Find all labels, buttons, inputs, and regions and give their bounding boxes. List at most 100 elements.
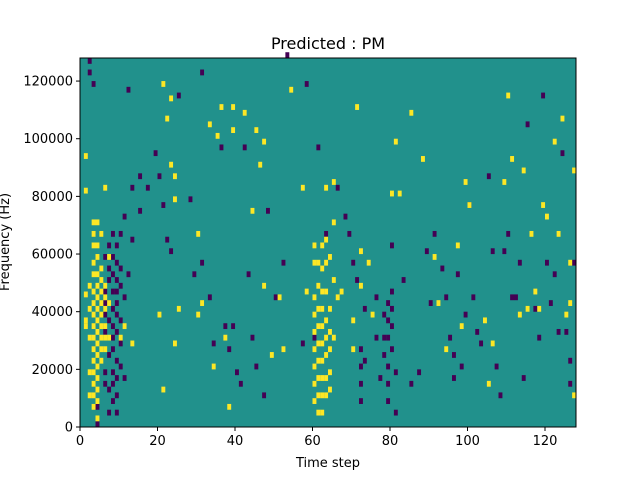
heatmap-cell-high (91, 334, 96, 341)
heatmap-cell-high (83, 317, 88, 324)
heatmap-cell-low (316, 144, 321, 151)
heatmap-cell-high (95, 242, 100, 249)
heatmap-cell-high (331, 219, 336, 226)
heatmap-cell-low (219, 144, 224, 151)
heatmap-cell-high (320, 242, 325, 249)
heatmap-cell-high (289, 86, 294, 93)
heatmap-cell-high (320, 357, 325, 364)
heatmap-cell-high (320, 392, 325, 399)
heatmap-cell-low (157, 173, 162, 180)
heatmap-cell-high (320, 375, 325, 381)
heatmap-cell-high (533, 288, 538, 295)
heatmap-cell-high (320, 340, 325, 347)
heatmap-cell-high (312, 398, 317, 404)
heatmap-cell-high (95, 305, 100, 312)
heatmap-cell-high (366, 259, 371, 266)
heatmap-cell-low (223, 323, 228, 330)
heatmap-cell-high (312, 242, 317, 249)
heatmap-cell-high (324, 184, 329, 191)
heatmap-cell-high (568, 259, 573, 266)
heatmap-cell-low (537, 334, 542, 341)
heatmap-cell-low (192, 271, 197, 278)
heatmap-cell-high (99, 346, 104, 353)
heatmap-cell-low (448, 334, 453, 341)
heatmap-cell-low (510, 294, 515, 301)
heatmap-cell-high (91, 357, 96, 364)
heatmap-cell-high (165, 115, 170, 122)
heatmap-cell-high (300, 184, 305, 191)
heatmap-cell-low (374, 334, 379, 341)
heatmap-cell-low (111, 380, 115, 387)
heatmap-cell-high (483, 317, 487, 324)
heatmap-cell-high (331, 334, 336, 341)
heatmap-cell-low (521, 375, 526, 381)
heatmap-cell-low (459, 363, 464, 370)
heatmap-cell-high (95, 363, 100, 370)
heatmap-cell-low (103, 380, 108, 387)
y-tick-label: 120000 (23, 75, 73, 90)
heatmap-cell-low (165, 236, 170, 243)
heatmap-cell-high (486, 380, 491, 387)
heatmap-cell-low (374, 294, 379, 301)
heatmap-cell-high (328, 254, 332, 260)
heatmap-cell-low (111, 305, 115, 312)
heatmap-cell-low (572, 259, 577, 266)
heatmap-cell-low (359, 398, 363, 404)
heatmap-cell-low (475, 328, 480, 335)
heatmap-cell-high (541, 202, 546, 208)
heatmap-cell-low (506, 230, 511, 237)
heatmap-cell-high (91, 369, 96, 376)
heatmap-cell-low (409, 380, 414, 387)
heatmap-cell-low (486, 173, 491, 180)
heatmap-cell-high (459, 323, 464, 330)
heatmap-cell-low (114, 409, 119, 416)
heatmap-cell-high (312, 294, 317, 301)
heatmap-cell-high (331, 179, 336, 185)
heatmap-cell-high (324, 288, 329, 295)
heatmap-cell-low (126, 86, 131, 93)
heatmap-cell-high (91, 380, 96, 387)
heatmap-cell-low (324, 230, 329, 237)
heatmap-cell-high (99, 230, 104, 237)
heatmap-cell-high (103, 305, 108, 312)
heatmap-cell-high (552, 138, 557, 145)
heatmap-cell-high (223, 334, 228, 341)
heatmap-cell-low (114, 242, 119, 249)
heatmap-cell-high (169, 161, 174, 168)
x-tick-label: 40 (227, 434, 244, 449)
heatmap-cell-low (533, 305, 538, 312)
heatmap-cell-high (99, 323, 104, 330)
heatmap-cell-high (95, 328, 100, 335)
y-tick-label: 60000 (32, 248, 73, 263)
heatmap-cell-high (118, 334, 123, 341)
heatmap-cell-low (432, 230, 437, 237)
heatmap-cell-low (560, 150, 565, 157)
x-tick-label: 80 (382, 434, 399, 449)
heatmap-cell-low (355, 277, 360, 283)
heatmap-cell-low (556, 328, 561, 335)
heatmap-cell-low (107, 265, 112, 272)
heatmap-cell-high (455, 242, 460, 249)
heatmap-cell-low (242, 144, 247, 151)
heatmap-cell-high (316, 409, 321, 416)
x-tick-label: 100 (455, 434, 480, 449)
heatmap-cell-high (421, 156, 425, 162)
heatmap-cell-low (359, 363, 363, 370)
heatmap-cell-high (324, 259, 329, 266)
heatmap-cell-low (300, 340, 305, 347)
heatmap-cell-high (99, 300, 104, 306)
x-tick-label: 0 (76, 434, 84, 449)
heatmap-cell-low (393, 369, 398, 376)
heatmap-cell-low (386, 300, 391, 306)
heatmap-cell-high (312, 328, 317, 335)
heatmap-cell-low (351, 259, 356, 266)
heatmap-cell-low (138, 173, 143, 180)
heatmap-cell-low (114, 375, 119, 381)
heatmap-cell-low (114, 392, 119, 399)
heatmap-cell-low (525, 121, 530, 128)
heatmap-cell-low (169, 248, 174, 255)
heatmap-cell-high (99, 357, 104, 364)
heatmap-cell-low (417, 369, 422, 376)
heatmap-cell-high (312, 259, 317, 266)
heatmap-cell-high (103, 323, 108, 330)
